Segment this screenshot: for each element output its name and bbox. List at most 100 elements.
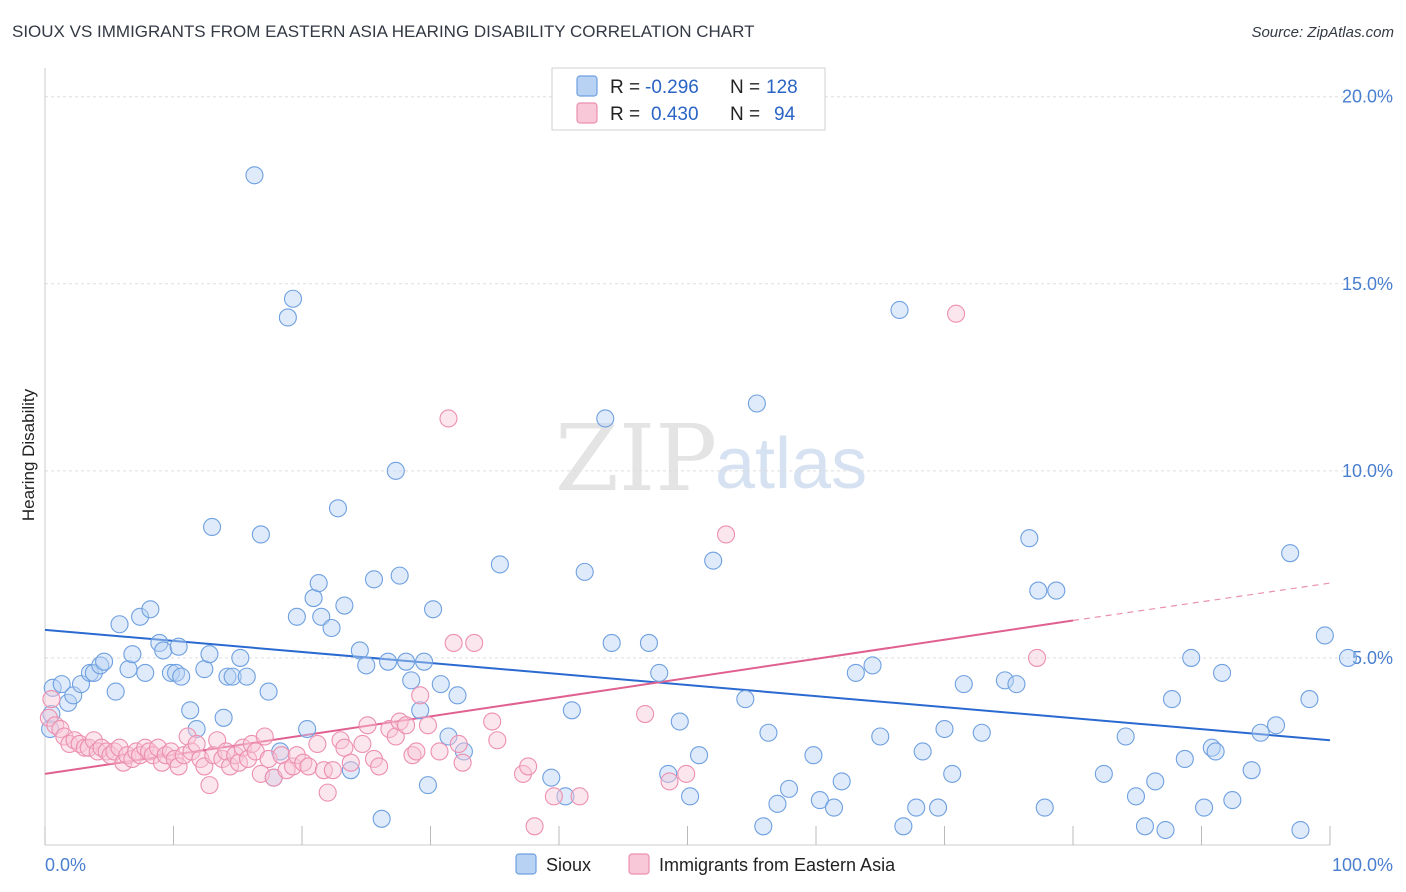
immigrants-point	[449, 734, 468, 754]
sioux-point	[341, 761, 360, 780]
sioux-point	[424, 600, 443, 619]
sioux-point	[448, 686, 467, 705]
source-credit: Source: ZipAtlas.com	[1251, 24, 1394, 41]
immigrants-point	[411, 686, 430, 705]
sioux-point	[304, 589, 323, 608]
stats-legend: R = -0.296 N = 128 R = 0.430 N = 94	[551, 67, 826, 131]
x-tick-label: 100.0%	[1332, 855, 1393, 875]
immigrants-point	[483, 712, 502, 731]
sioux-point	[650, 663, 669, 682]
sioux-point	[704, 551, 723, 570]
sioux-point	[1162, 690, 1181, 709]
sioux-point	[1094, 764, 1113, 783]
sioux-point	[810, 791, 829, 810]
sioux-point	[670, 712, 689, 731]
immigrants-trend-extension	[1072, 582, 1331, 622]
sioux-point	[218, 667, 237, 686]
immigrants-point	[299, 757, 318, 776]
sioux-point	[1020, 529, 1039, 548]
sioux-point	[1223, 791, 1242, 810]
sioux-point	[169, 637, 188, 656]
y-tick-labels: 5.0% 10.0% 15.0% 20.0%	[1342, 87, 1393, 668]
sioux-point	[1116, 727, 1135, 746]
sioux-point	[418, 776, 437, 795]
sioux-point	[972, 723, 991, 742]
immigrants-point	[430, 742, 449, 761]
immigrants-point	[318, 783, 337, 802]
sioux-point	[161, 663, 180, 682]
immigrants-point	[178, 727, 197, 746]
sioux-point	[187, 719, 206, 739]
immigrants-point	[370, 757, 389, 776]
sioux-point	[214, 708, 233, 727]
bottom-legend-label-immigrants: Immigrants from Eastern Asia	[659, 855, 896, 875]
legend-n-label: N =	[730, 104, 760, 125]
sioux-point	[681, 787, 700, 806]
sioux-point	[1315, 626, 1334, 645]
immigrants-point	[453, 753, 472, 772]
sioux-point	[379, 652, 398, 671]
sioux-point	[350, 641, 369, 660]
sioux-point	[154, 641, 173, 660]
sioux-point	[328, 499, 348, 518]
sioux-point	[397, 652, 416, 671]
sioux-point	[1035, 798, 1054, 817]
sioux-point	[929, 798, 948, 817]
axes	[44, 68, 1331, 846]
sioux-point	[287, 607, 306, 626]
bottom-legend-label-sioux: Sioux	[546, 855, 591, 875]
sioux-point	[298, 719, 317, 739]
sioux-point	[195, 660, 214, 679]
sioux-point	[1007, 675, 1026, 694]
sioux-point	[106, 682, 125, 701]
sioux-point	[596, 409, 615, 428]
sioux-point	[1266, 716, 1286, 735]
legend-n-value-sioux: 128	[766, 77, 798, 98]
immigrants-point	[1027, 648, 1047, 667]
immigrants-point	[947, 304, 966, 323]
sioux-point	[1300, 690, 1319, 709]
legend-r-label: R =	[610, 104, 640, 125]
y-tick-label: 20.0%	[1342, 87, 1393, 107]
sioux-point	[309, 574, 328, 593]
sioux-point	[431, 675, 450, 694]
immigrants-point	[407, 742, 426, 761]
legend-r-value-sioux: -0.296	[645, 77, 699, 98]
sioux-point	[935, 719, 954, 739]
sioux-point	[542, 768, 561, 787]
sioux-point	[832, 772, 851, 791]
y-tick-label: 15.0%	[1342, 274, 1393, 294]
immigrants-point	[418, 716, 437, 735]
sioux-point	[747, 394, 766, 413]
sioux-point	[1126, 787, 1146, 806]
sioux-point	[237, 667, 256, 686]
immigrants-point	[525, 817, 544, 836]
immigrants-point	[397, 716, 416, 735]
sioux-point	[575, 562, 594, 581]
x-tick-labels: 0.0% 100.0%	[45, 855, 1393, 875]
sioux-point	[131, 607, 150, 626]
sioux-point	[357, 656, 376, 675]
sioux-point	[259, 682, 278, 701]
sioux-point	[1029, 581, 1048, 600]
sioux-point	[894, 817, 913, 836]
sioux-point	[1213, 663, 1232, 682]
sioux-point	[954, 675, 973, 694]
x-tick-label: 0.0%	[45, 855, 86, 875]
legend-n-label: N =	[730, 77, 760, 98]
immigrants-point	[660, 772, 679, 791]
sioux-point	[1195, 798, 1214, 817]
sioux-point	[439, 727, 458, 746]
sioux-point	[123, 645, 142, 664]
sioux-point	[1047, 581, 1066, 600]
immigrants-point	[444, 633, 463, 653]
sioux-point	[490, 555, 509, 574]
sioux-point	[80, 663, 100, 682]
sioux-point	[871, 727, 890, 746]
legend-swatch-immigrants	[576, 102, 598, 124]
immigrants-point	[335, 738, 354, 757]
sioux-point	[1182, 648, 1201, 667]
sioux-point	[639, 633, 659, 653]
sioux-point	[251, 525, 270, 544]
immigrants-point	[341, 753, 360, 772]
